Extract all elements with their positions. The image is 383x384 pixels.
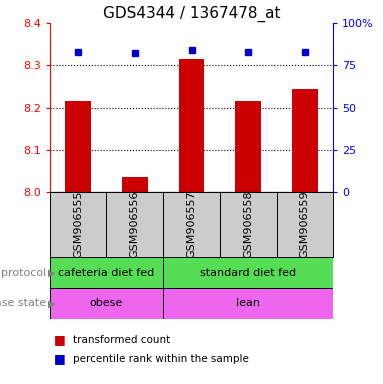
Text: obese: obese — [90, 298, 123, 308]
Bar — [106, 192, 163, 257]
Text: protocol: protocol — [1, 268, 46, 278]
Text: percentile rank within the sample: percentile rank within the sample — [73, 354, 249, 364]
Text: standard diet fed: standard diet fed — [200, 268, 296, 278]
Bar — [65, 101, 91, 192]
Bar — [163, 257, 333, 288]
Text: lean: lean — [236, 298, 260, 308]
Bar — [220, 192, 277, 257]
Text: GSM906559: GSM906559 — [300, 191, 310, 258]
Text: GSM906558: GSM906558 — [243, 191, 253, 258]
Title: GDS4344 / 1367478_at: GDS4344 / 1367478_at — [103, 5, 280, 22]
Bar — [50, 192, 106, 257]
Bar — [236, 101, 261, 192]
Bar — [163, 288, 333, 319]
Text: GSM906557: GSM906557 — [187, 191, 196, 258]
Text: ■: ■ — [54, 353, 65, 366]
Bar — [163, 192, 220, 257]
Text: GSM906555: GSM906555 — [73, 191, 83, 258]
Text: transformed count: transformed count — [73, 335, 170, 345]
Text: ▶: ▶ — [48, 268, 56, 278]
Text: ▶: ▶ — [48, 298, 56, 308]
Bar — [50, 288, 163, 319]
Text: ■: ■ — [54, 333, 65, 346]
Text: GSM906556: GSM906556 — [130, 191, 140, 258]
Bar — [122, 177, 147, 192]
Text: disease state: disease state — [0, 298, 46, 308]
Bar — [292, 89, 318, 192]
Bar — [277, 192, 333, 257]
Bar — [50, 257, 163, 288]
Text: cafeteria diet fed: cafeteria diet fed — [58, 268, 155, 278]
Bar — [179, 59, 204, 192]
